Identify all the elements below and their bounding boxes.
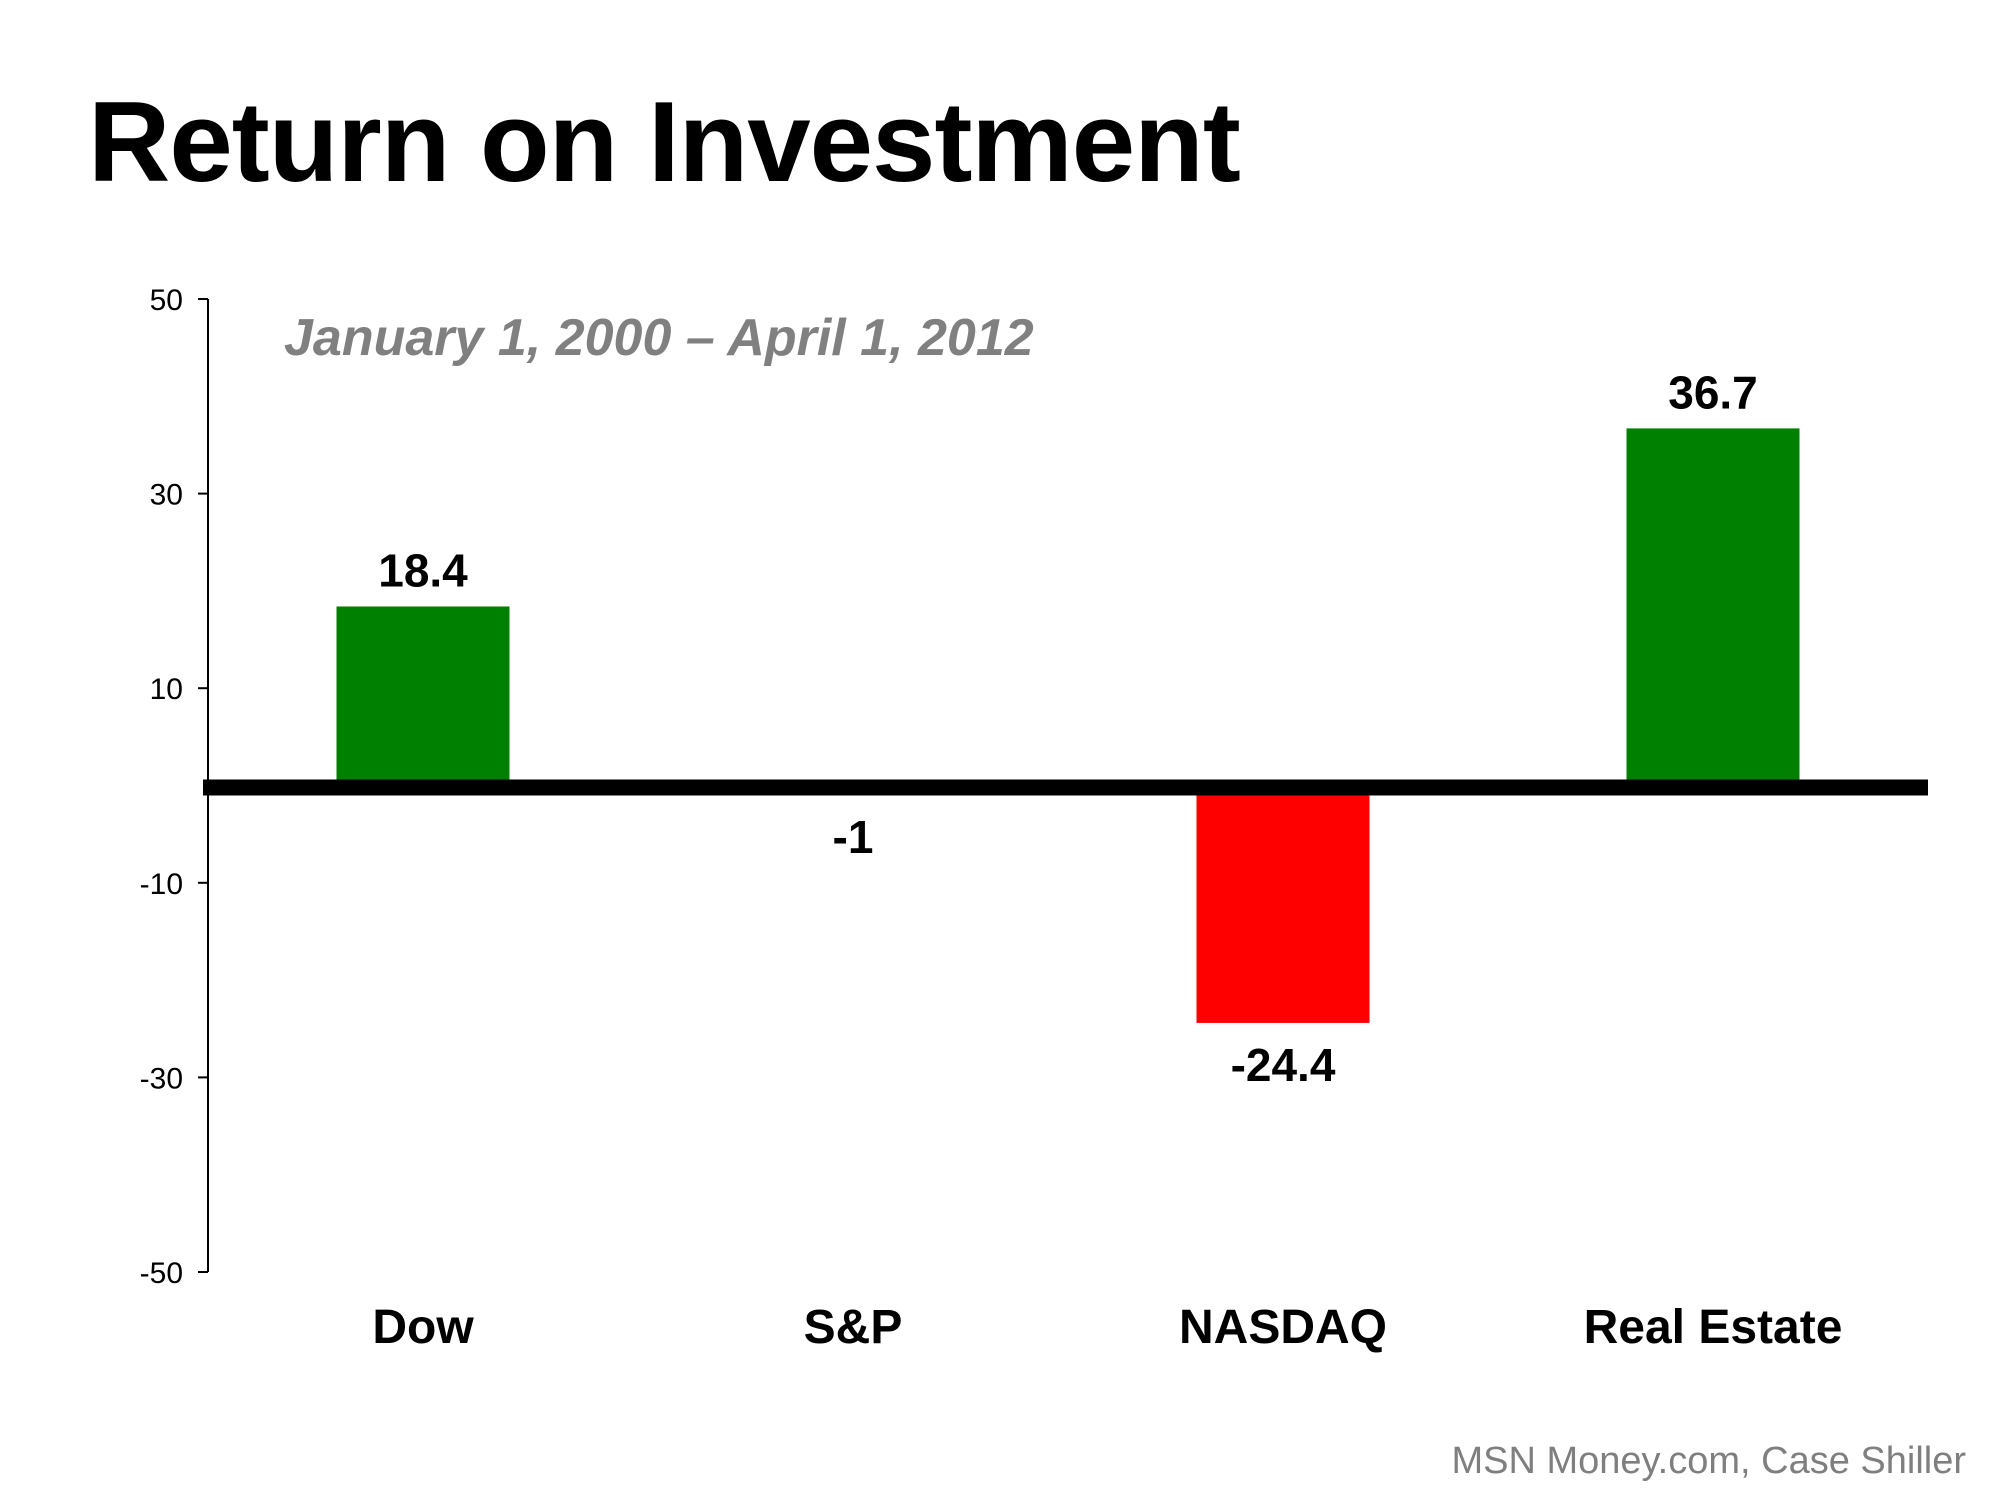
y-tick-label: -50 xyxy=(140,1257,183,1290)
bars xyxy=(336,428,1800,1023)
bar-real-estate xyxy=(1626,428,1800,786)
chart-subtitle: January 1, 2000 – April 1, 2012 xyxy=(284,309,1034,367)
y-axis: 50 30 10 -10 -30 -50 xyxy=(140,284,209,1290)
y-tick-label: -30 xyxy=(140,1062,183,1095)
category-label: NASDAQ xyxy=(1179,1301,1387,1354)
y-tick-label: -10 xyxy=(140,868,183,901)
data-label: 18.4 xyxy=(378,544,468,596)
baseline-group xyxy=(203,779,1928,796)
category-label: S&P xyxy=(804,1301,903,1354)
zero-baseline xyxy=(203,779,1928,796)
bar-dow xyxy=(336,606,510,786)
y-tick-label: 30 xyxy=(150,479,183,512)
source-note: MSN Money.com, Case Shiller xyxy=(1451,1440,1966,1482)
page-title: Return on Investment xyxy=(88,79,1241,206)
category-label: Dow xyxy=(372,1301,474,1354)
data-label: -1 xyxy=(833,811,874,863)
category-labels: Dow S&P NASDAQ Real Estate xyxy=(372,1301,1842,1354)
data-labels: 18.4 -1 -24.4 36.7 xyxy=(378,366,1758,1091)
category-label: Real Estate xyxy=(1584,1301,1843,1354)
y-tick-label: 10 xyxy=(150,673,183,706)
data-label: -24.4 xyxy=(1231,1039,1336,1091)
bar-nasdaq xyxy=(1196,785,1370,1023)
y-tick-label: 50 xyxy=(150,284,183,317)
data-label: 36.7 xyxy=(1668,366,1758,418)
